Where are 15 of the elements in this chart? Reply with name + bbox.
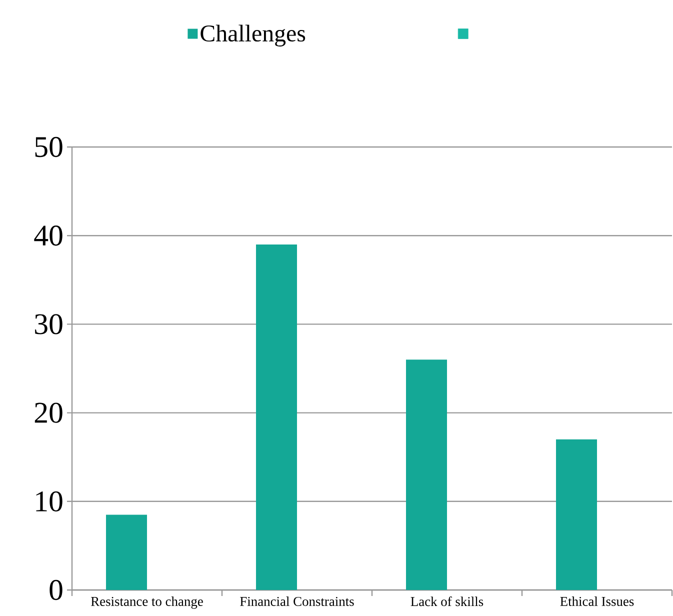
x-tick-label: Lack of skills <box>410 596 484 606</box>
y-tick-label: 20 <box>34 402 62 423</box>
legend-label: Challenges <box>200 24 306 46</box>
x-tick-label: Financial Constraints <box>240 596 354 606</box>
x-tick-label: Ethical Issues <box>560 596 634 606</box>
y-tick-label: 0 <box>50 580 62 600</box>
y-tick-label: 10 <box>36 491 62 512</box>
bar <box>406 360 448 590</box>
y-tick-label: 50 <box>35 136 62 158</box>
bar <box>556 439 598 590</box>
y-tick-label: 30 <box>35 314 62 334</box>
bar <box>106 514 147 590</box>
x-tick-label: Resistance to change <box>91 596 203 609</box>
bar <box>256 244 298 590</box>
y-tick-label: 40 <box>34 226 62 246</box>
